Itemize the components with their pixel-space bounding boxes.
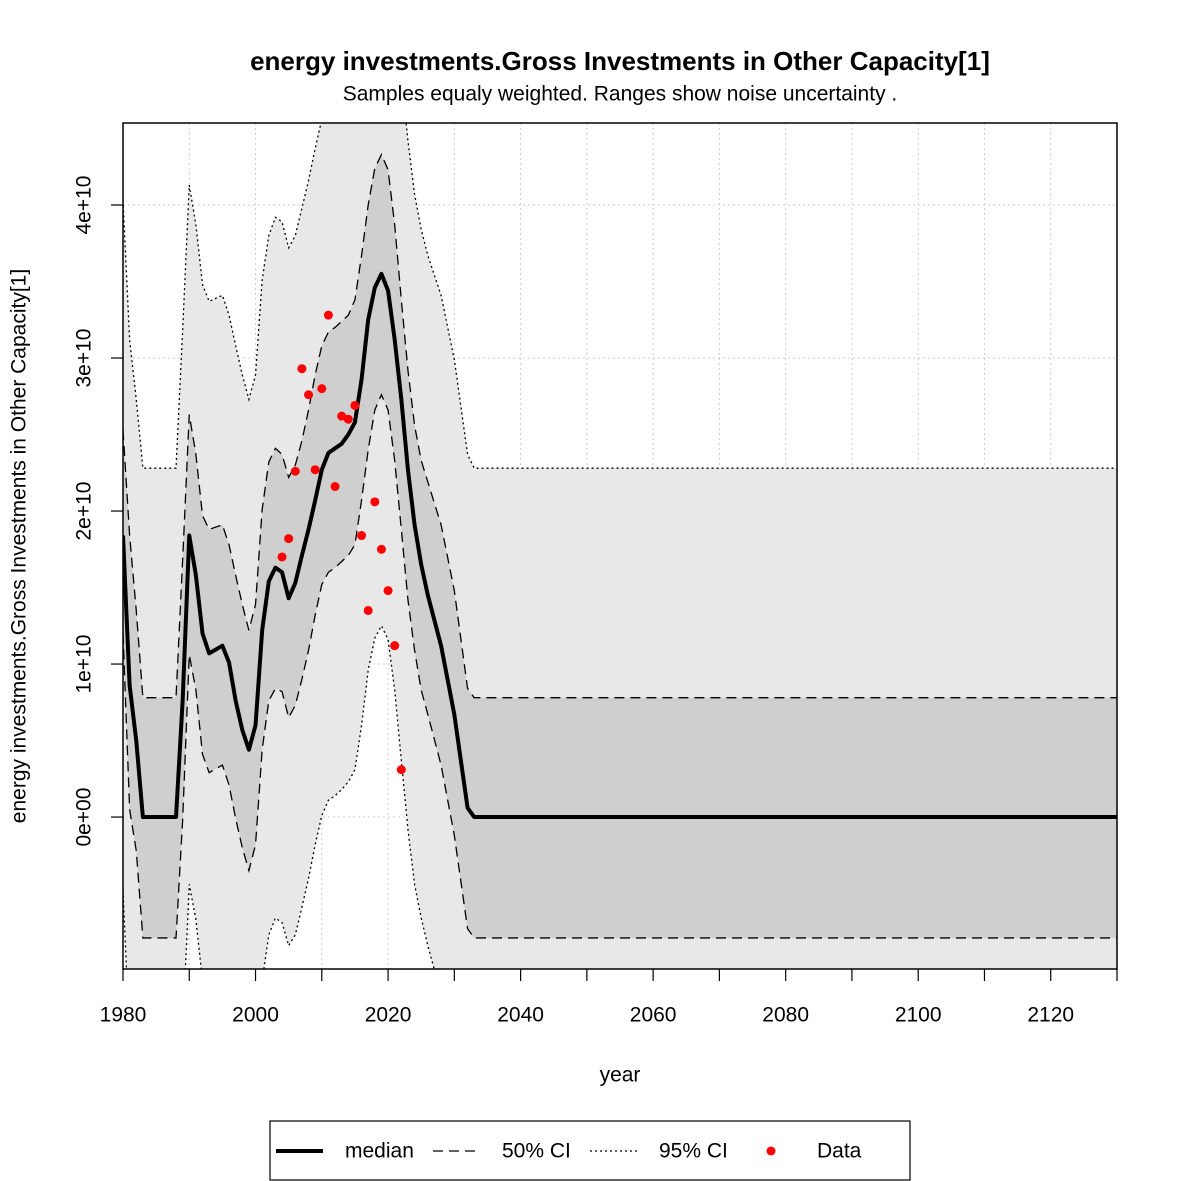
chart-title: energy investments.Gross Investments in … [250, 46, 990, 76]
x-tick-label: 2060 [630, 1004, 677, 1027]
y-tick-label: 3e+10 [73, 329, 96, 388]
data-point [357, 531, 367, 541]
chart-subtitle: Samples equaly weighted. Ranges show noi… [343, 83, 898, 106]
legend-label: 50% CI [502, 1140, 571, 1163]
y-tick-label: 2e+10 [73, 482, 96, 541]
data-point [330, 482, 340, 492]
data-point [363, 605, 373, 615]
band-edge [123, 123, 1117, 469]
x-tick-label: 2020 [365, 1004, 412, 1027]
y-tick-label: 0e+00 [73, 788, 96, 847]
legend-label: median [345, 1140, 414, 1163]
plot-frame [122, 122, 1118, 970]
band-edge [123, 624, 435, 969]
legend-label: Data [817, 1140, 862, 1163]
x-tick-label: 2080 [762, 1004, 809, 1027]
data-point [284, 534, 294, 544]
band-edge [123, 152, 1117, 699]
data-point [304, 390, 314, 400]
legend-label: 95% CI [659, 1140, 728, 1163]
y-axis-label: energy investments.Gross Investments in … [8, 269, 31, 823]
x-tick-label: 2120 [1027, 1004, 1074, 1027]
band-fill [123, 154, 1117, 938]
x-tick-label: 2100 [895, 1004, 942, 1027]
y-tick-label: 1e+10 [73, 635, 96, 694]
legend-symbol [766, 1146, 776, 1156]
x-tick-label: 2000 [232, 1004, 279, 1027]
data-point [277, 552, 287, 562]
data-point [297, 364, 307, 374]
x-axis-label: year [600, 1064, 641, 1087]
data-point [350, 400, 360, 410]
data-point [376, 544, 386, 554]
x-tick-label: 1980 [100, 1004, 147, 1027]
data-point [383, 586, 393, 596]
data-point [396, 765, 406, 775]
y-tick-label: 4e+10 [73, 176, 96, 235]
data-point [317, 384, 327, 394]
plot-area [123, 123, 1117, 969]
data-point [370, 497, 380, 507]
data-point [310, 465, 320, 475]
data-point [390, 641, 400, 651]
median-line [123, 271, 1117, 820]
x-tick-label: 2040 [497, 1004, 544, 1027]
data-point [290, 466, 300, 476]
data-point [323, 310, 333, 320]
band-edge [123, 393, 1117, 939]
data-point [343, 414, 353, 424]
